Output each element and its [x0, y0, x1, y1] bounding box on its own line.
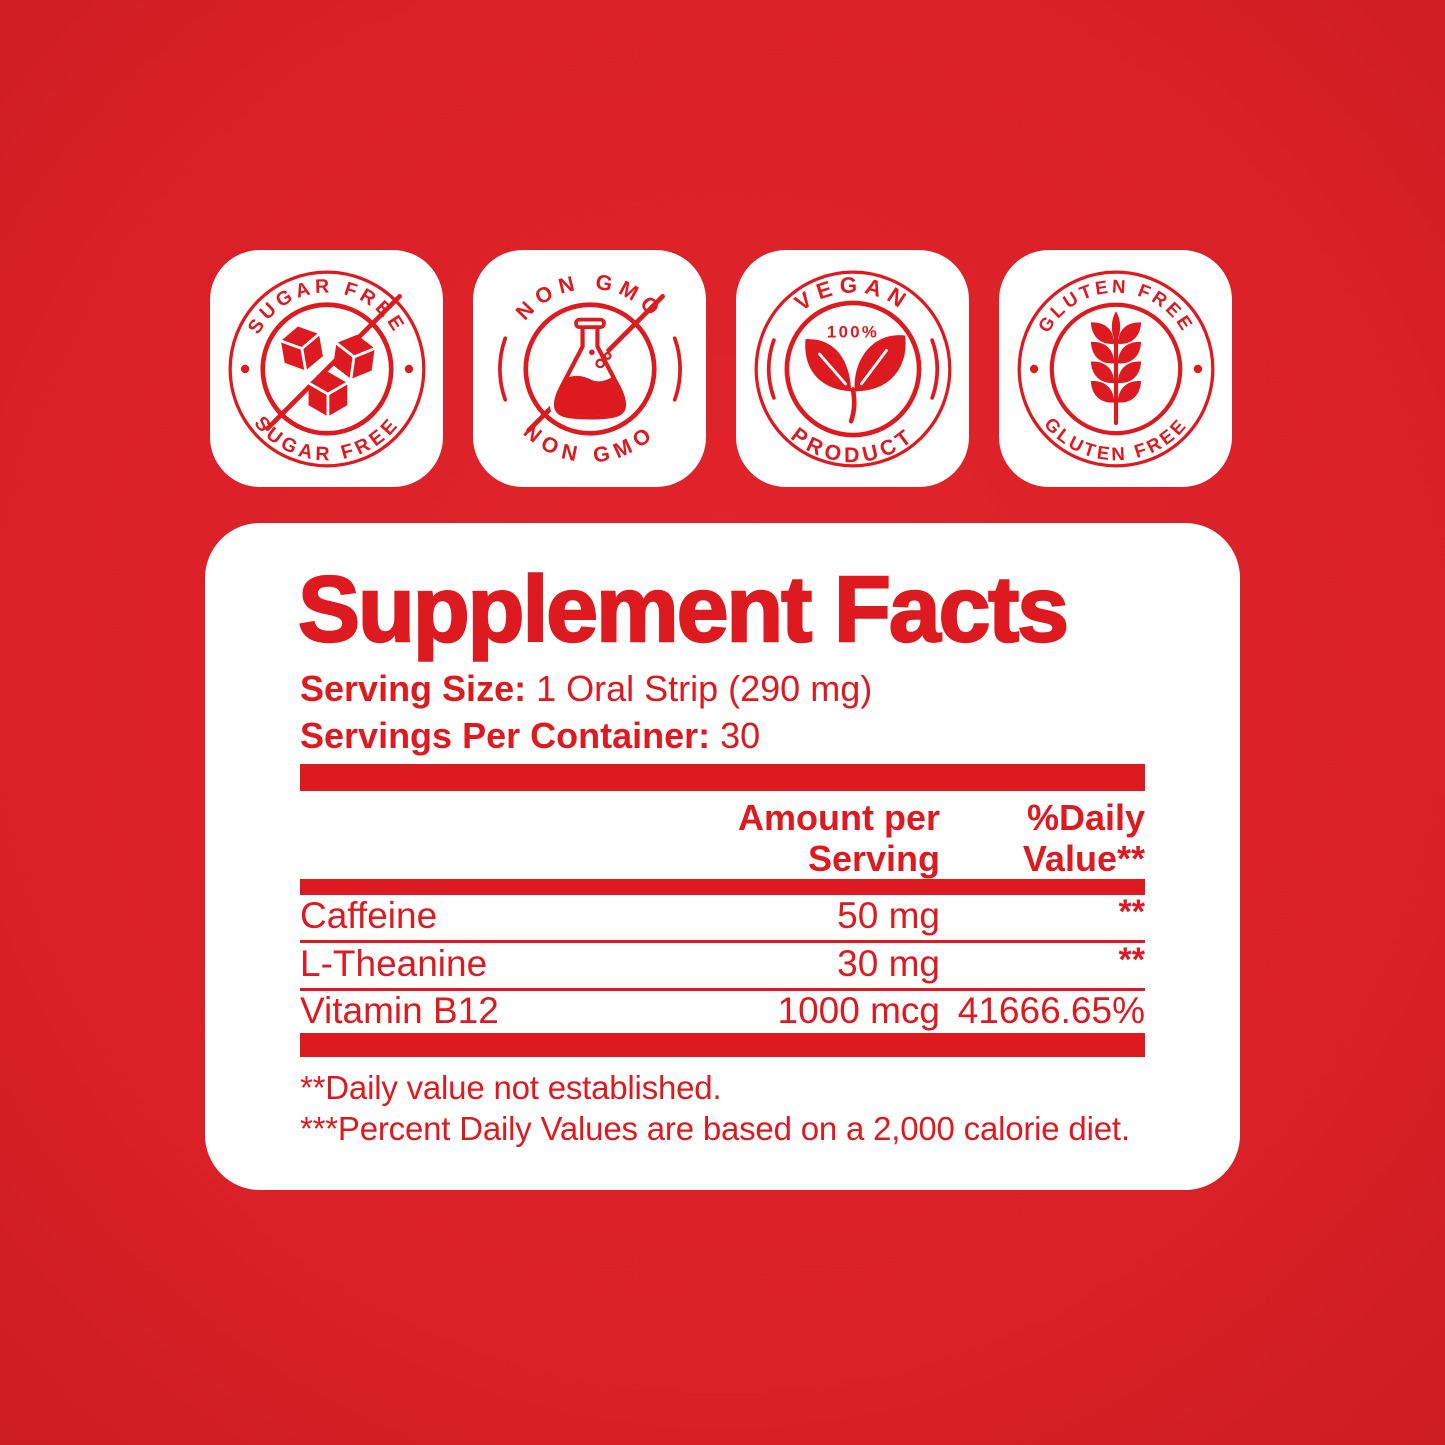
servings-label: Servings Per Container:	[300, 715, 711, 756]
ingredient-name: Caffeine	[300, 895, 438, 936]
serving-size-value: 1 Oral Strip (290 mg)	[536, 668, 873, 709]
lab-flask-icon	[525, 293, 665, 433]
wheat-icon	[1090, 310, 1141, 425]
daily-value-column-header: %Daily Value**	[1022, 797, 1145, 879]
divider-bar-thick-top	[300, 764, 1145, 791]
table-header: Amount per Serving %Daily Value**	[300, 797, 1145, 879]
servings-value: 30	[720, 715, 761, 756]
serving-info: Serving Size: 1 Oral Strip (290 mg) Serv…	[300, 665, 872, 759]
footnote-percent-dv: ***Percent Daily Values are based on a 2…	[300, 1110, 1130, 1147]
ingredient-daily-value: 41666.65%	[957, 990, 1145, 1031]
ingredient-amount: 30 mg	[837, 943, 940, 984]
supplement-facts-panel: Supplement Facts Serving Size: 1 Oral St…	[205, 523, 1240, 1190]
badge-row: SUGAR FREE SUGAR FREE	[210, 250, 1232, 487]
non-gmo-stamp-icon: NON GMO NON GMO	[497, 269, 682, 468]
panel-title: Supplement Facts	[297, 557, 1070, 661]
badge-non-gmo: NON GMO NON GMO	[473, 250, 706, 487]
footnote-daily-value: **Daily value not established.	[300, 1069, 722, 1106]
vegan-stamp-icon: VEGAN PRODUCT 100%	[754, 270, 951, 467]
ingredient-name: Vitamin B12	[300, 990, 499, 1031]
ingredient-amount: 50 mg	[837, 895, 940, 936]
ingredient-daily-value: **	[1118, 941, 1145, 979]
sugar-free-stamp-icon: SUGAR FREE SUGAR FREE	[228, 270, 425, 467]
badge-vegan: VEGAN PRODUCT 100%	[736, 250, 969, 487]
badge-top-text: VEGAN	[790, 272, 916, 315]
gluten-free-stamp-icon: GLUTEN FREE GLUTEN FREE	[1017, 270, 1214, 467]
table-row: Vitamin B12 1000 mcg 41666.65%	[300, 990, 1145, 1035]
amount-column-header: Amount per Serving	[738, 797, 940, 879]
serving-size-label: Serving Size:	[300, 668, 527, 709]
servings-per-container-line: Servings Per Container: 30	[300, 712, 872, 759]
ingredient-daily-value: **	[1118, 893, 1145, 931]
ingredient-name: L-Theanine	[300, 943, 488, 984]
table-row: Caffeine 50 mg **	[300, 893, 1145, 943]
footnotes: **Daily value not established. ***Percen…	[300, 1067, 1130, 1149]
badge-center-text: 100%	[826, 322, 878, 341]
serving-size-line: Serving Size: 1 Oral Strip (290 mg)	[300, 665, 872, 712]
table-row: L-Theanine 30 mg **	[300, 941, 1145, 991]
ingredient-amount: 1000 mcg	[777, 990, 941, 1031]
badge-bottom-text: PRODUCT	[786, 422, 919, 467]
ingredient-table: Caffeine 50 mg ** L-Theanine 30 mg ** Vi…	[300, 893, 1145, 1035]
leaves-icon	[804, 334, 906, 423]
badge-sugar-free: SUGAR FREE SUGAR FREE	[210, 250, 443, 487]
divider-bar-thick-bottom	[300, 1033, 1145, 1057]
sugar-cubes-icon	[264, 293, 402, 431]
panel-content: Supplement Facts Serving Size: 1 Oral St…	[297, 523, 1145, 1190]
divider-bar-under-header	[300, 879, 1145, 895]
badge-bottom-text: NON GMO	[519, 419, 661, 468]
badge-gluten-free: GLUTEN FREE GLUTEN FREE	[999, 250, 1232, 487]
